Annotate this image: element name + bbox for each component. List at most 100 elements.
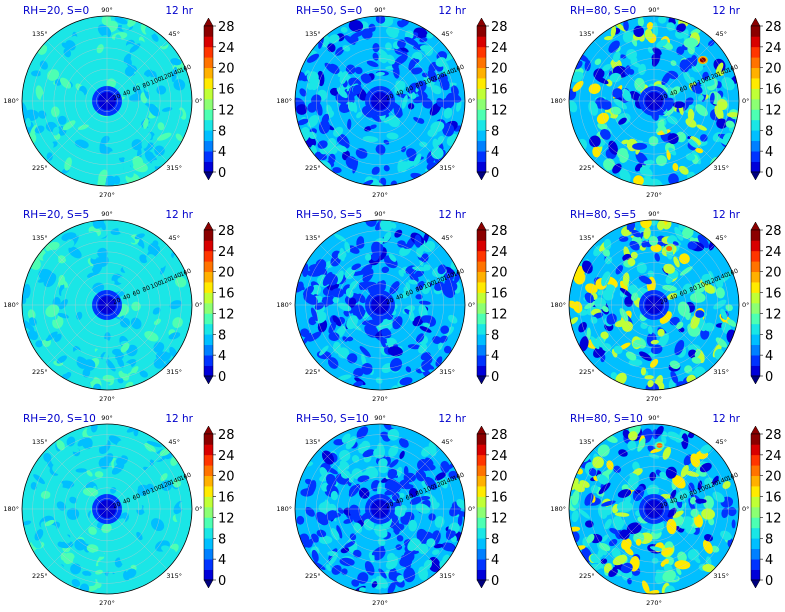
panel-time-label: 12 hr: [712, 413, 740, 425]
angular-gridline: [593, 508, 655, 570]
heatmap-cell: [401, 94, 408, 109]
r-tick-label: 80: [689, 80, 699, 89]
theta-tick-label: 0°: [742, 505, 749, 513]
heatmap-cell: [129, 372, 139, 381]
theta-tick-label: 90°: [101, 6, 113, 14]
r-tick-label: 60: [132, 288, 142, 297]
heatmap-cell: [134, 233, 145, 240]
r-tick-label: 160: [179, 471, 192, 482]
heatmap-cell: [422, 322, 431, 328]
r-tick-label: 60: [405, 84, 415, 93]
heatmap-cell: [641, 240, 648, 248]
heatmap-cell: [637, 16, 645, 27]
heatmap-cell: [149, 458, 155, 466]
heatmap-cell: [346, 315, 359, 330]
heatmap-cell: [60, 77, 72, 89]
heatmap-cell: [389, 459, 399, 468]
theta-tick-label: 135°: [305, 234, 321, 242]
heatmap-cell: [648, 236, 659, 246]
heatmap-cell: [716, 99, 728, 111]
heatmap-cell: [137, 280, 151, 290]
heatmap-cell: [609, 72, 622, 83]
colorbar-tick-label: 16: [491, 287, 508, 302]
colorbar-segment: [477, 130, 486, 142]
heatmap-cell: [108, 280, 115, 287]
heatmap-cell: [456, 100, 462, 112]
heatmap-cell: [142, 436, 149, 443]
heatmap-cell: [25, 117, 32, 128]
heatmap-cell: [61, 287, 72, 301]
heatmap-cell: [448, 314, 458, 324]
colorbar-segment: [751, 151, 760, 162]
heatmap-cell: [613, 98, 628, 110]
heatmap-cell: [357, 475, 370, 483]
heatmap-cell: [356, 426, 369, 439]
colorbar-segment: [751, 323, 760, 335]
heatmap-cell: [393, 505, 406, 517]
heatmap-cell: [357, 572, 369, 584]
heatmap-cell: [60, 362, 70, 374]
heatmap-cell: [352, 84, 362, 95]
angular-gridline: [653, 508, 715, 570]
theta-tick-label: 270°: [372, 599, 388, 607]
colorbar-extend-min: [203, 579, 214, 589]
colorbar-segment: [204, 119, 213, 131]
heatmap-cell: [722, 481, 731, 489]
heatmap-cell: [325, 564, 332, 572]
heatmap-cell: [599, 128, 611, 140]
heatmap-cell: [602, 63, 612, 72]
colorbar-segment: [751, 303, 760, 314]
heatmap-cell: [104, 175, 116, 186]
colorbar-segment: [751, 527, 760, 539]
heatmap-cell: [40, 490, 51, 499]
colorbar-segment: [204, 250, 213, 262]
heatmap-cell: [168, 332, 181, 340]
theta-tick-label: 225°: [32, 368, 48, 376]
heatmap-cell: [650, 339, 659, 345]
heatmap-cell: [326, 467, 338, 475]
heatmap-cell: [693, 282, 705, 293]
heatmap-cell: [676, 567, 682, 575]
heatmap-cell: [144, 551, 156, 562]
heatmap-cell: [621, 538, 632, 550]
colorbar-tick-label: 24: [491, 41, 508, 56]
heatmap-cell: [613, 465, 621, 473]
colorbar-segment: [751, 99, 760, 110]
colorbar-tick-label: 12: [218, 307, 235, 322]
heatmap-cell: [691, 357, 702, 364]
heatmap-cell: [677, 301, 690, 317]
heatmap-cell: [349, 533, 357, 541]
colorbar-tick-label: 8: [491, 532, 499, 547]
panel-time-label: 12 hr: [438, 413, 466, 425]
heatmap-cell: [71, 278, 83, 291]
heatmap-cell: [315, 511, 329, 526]
r-tick-label: 160: [726, 63, 739, 74]
r-tick-label: 140: [716, 67, 729, 78]
heatmap-cell: [450, 85, 459, 97]
heatmap-cell: [601, 271, 611, 287]
heatmap-cell: [362, 136, 379, 143]
heatmap-cell: [331, 288, 344, 298]
heatmap-cell: [111, 462, 125, 475]
colorbar-segment: [204, 517, 213, 529]
heatmap-cell: [624, 296, 634, 307]
heatmap-cell: [703, 495, 714, 510]
heatmap-cell: [720, 530, 732, 541]
heatmap-cell: [34, 125, 45, 134]
heatmap-cell: [346, 336, 354, 342]
r-tick-label: 80: [689, 488, 699, 497]
colorbar-segment: [204, 230, 213, 241]
colorbar-segment: [751, 26, 760, 37]
heatmap-cell: [23, 283, 31, 299]
heatmap-cell: [146, 440, 162, 448]
heatmap-cell: [66, 436, 76, 447]
heatmap-cell: [151, 159, 162, 167]
colorbar-tick-label: 12: [491, 103, 508, 118]
heatmap-cell: [683, 29, 689, 41]
heatmap-cell: [377, 482, 382, 495]
colorbar-tick-label: 16: [218, 287, 235, 302]
heatmap-cell: [637, 438, 646, 452]
heatmap-cell: [318, 535, 333, 545]
colorbar-segment: [204, 486, 213, 497]
polar-frame: [294, 15, 466, 187]
